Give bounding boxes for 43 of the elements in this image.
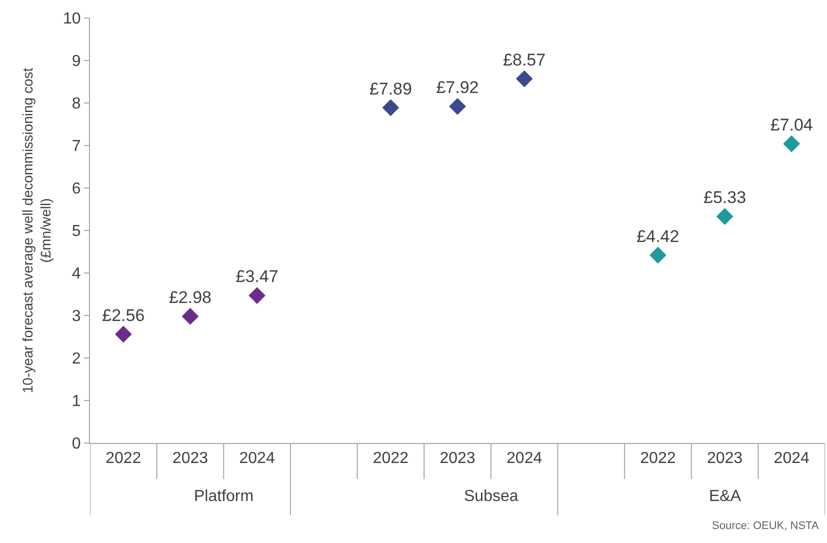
y-tick-label: 9 (72, 53, 81, 70)
data-label: £5.33 (703, 188, 746, 208)
data-label: £7.89 (369, 79, 412, 98)
data-label: £7.92 (436, 78, 479, 98)
x-tick-label: 2022 (372, 450, 409, 468)
data-label: £3.47 (236, 267, 278, 286)
x-tick-label: 2022 (640, 450, 676, 468)
y-tick-label: 4 (72, 266, 81, 283)
point (382, 99, 400, 116)
point (650, 246, 666, 264)
data-label: £8.57 (503, 50, 546, 70)
text: Platform (194, 488, 254, 505)
text: E&A (709, 488, 742, 505)
text: Subsea (464, 488, 518, 505)
x-tick-label: 2023 (440, 450, 476, 468)
data-label: £2.56 (102, 306, 145, 325)
point (248, 287, 266, 304)
y-axis-title: 10-year forecast average well decommissioning cost (£mn/well) (19, 68, 54, 394)
data-label: £2.98 (168, 288, 212, 307)
point (783, 135, 800, 152)
y-tick-label: 1 (72, 393, 81, 410)
y-tick-label: 8 (72, 96, 81, 113)
source-note: Source: OEUK, NSTA (712, 520, 820, 532)
point (449, 98, 466, 115)
data-label: £7.04 (770, 115, 813, 134)
y-tick-label: 0 (72, 436, 81, 453)
x-tick-label: 2022 (106, 450, 142, 468)
point (182, 308, 199, 325)
x-tick-label: 2023 (172, 450, 208, 468)
point (516, 70, 533, 88)
point (114, 326, 132, 343)
x-tick-label: 2024 (239, 450, 275, 468)
y-tick-label: 2 (72, 350, 81, 368)
x-tick-label: 2024 (774, 450, 810, 468)
y-tick-label: 6 (72, 180, 81, 198)
x-tick-label: 2023 (706, 450, 743, 468)
y-tick-label: 3 (72, 308, 81, 326)
point (716, 208, 734, 225)
x-tick-label: 2024 (506, 450, 542, 468)
y-tick-label: 5 (72, 223, 81, 240)
data-label: £4.42 (636, 226, 680, 246)
y-tick-label: 7 (72, 138, 81, 156)
y-tick-label: 10 (63, 10, 81, 28)
